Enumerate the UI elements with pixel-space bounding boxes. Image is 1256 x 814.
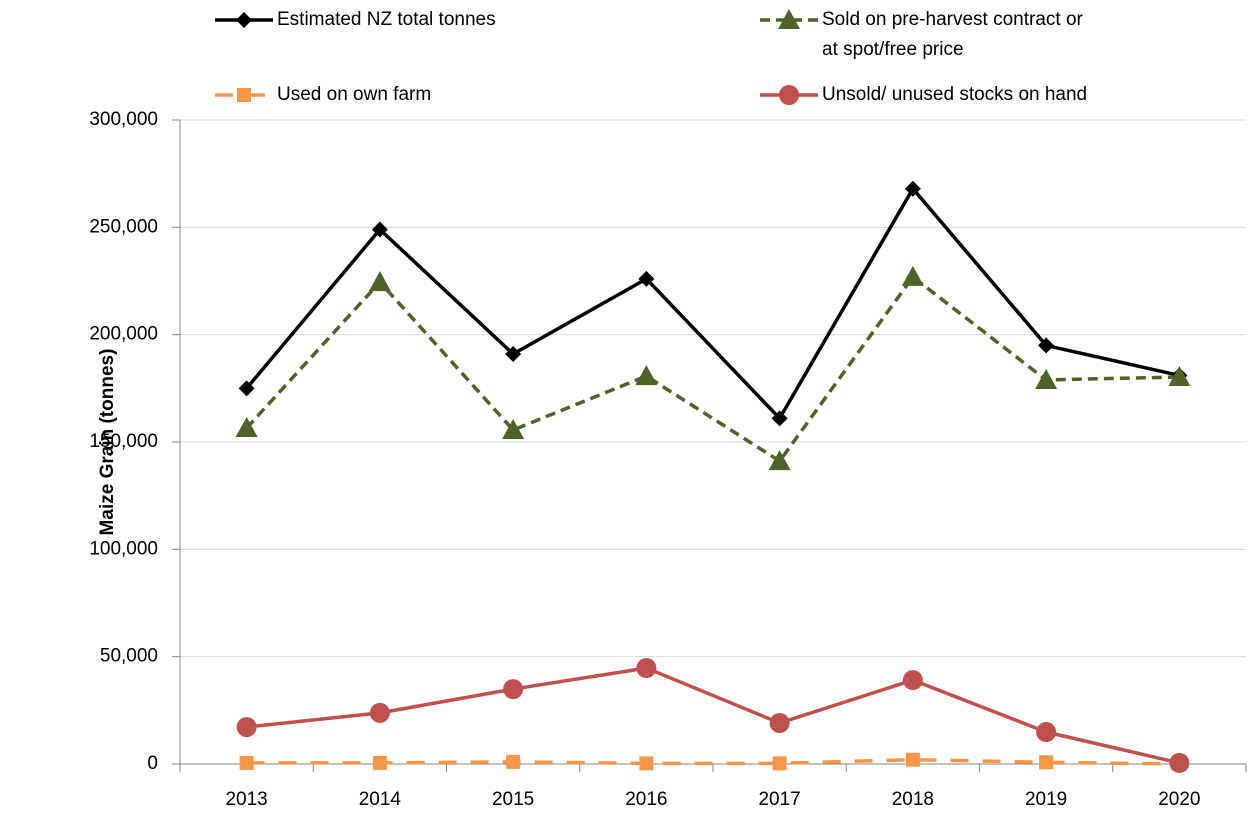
point [1036,722,1057,743]
x-tick-label: 2017 [758,789,800,810]
point [1039,755,1054,770]
point [636,658,657,679]
point [1035,368,1058,389]
point [1169,752,1190,773]
x-tick-label: 2014 [359,789,402,810]
series-line [245,274,1180,464]
point [768,450,791,471]
point [772,756,787,771]
legend-marker [236,12,252,28]
legend-label: Unsold/ unused stocks on hand [822,84,1088,105]
x-tick-label: 2020 [1158,789,1200,810]
point [235,417,258,438]
legend-marker [779,85,799,105]
point [238,380,255,397]
series-line [246,666,1180,765]
point [371,221,388,238]
point [506,754,521,769]
y-tick-label: 0 [147,753,158,774]
y-tick-label: 50,000 [100,646,158,667]
y-tick-label: 300,000 [89,109,158,130]
legend-label: Sold on pre-harvest contract or at spot/… [822,9,1083,60]
legend-label: Used on own farm [277,84,432,105]
x-tick-label: 2019 [1025,789,1067,810]
legend-label: Estimated NZ total tonnes [277,9,496,30]
point [1168,365,1191,386]
legend-marker [237,88,251,102]
point [369,702,390,723]
point [639,756,654,771]
point [372,755,387,770]
x-tick-label: 2015 [492,789,534,810]
y-tick-label: 250,000 [89,216,158,237]
y-tick-label: 100,000 [89,538,158,559]
point [905,752,920,767]
legend-marker [778,9,800,29]
point [502,418,525,439]
point [503,679,524,700]
point [904,180,921,197]
series-line [245,185,1180,422]
y-tick-label: 200,000 [89,324,158,345]
point [635,365,658,386]
point [505,345,522,362]
y-axis-label: Maize Grain (tonnes) [97,349,118,536]
point [771,410,788,427]
y-tick-label: 150,000 [89,431,158,452]
x-tick-label: 2018 [892,789,934,810]
x-tick-label: 2016 [625,789,667,810]
point [368,271,391,292]
point [239,755,254,770]
point [769,712,790,733]
point [638,270,655,287]
point [901,265,924,286]
point [236,717,257,738]
point [1038,337,1055,354]
series-line [246,757,1180,766]
point [902,670,923,691]
x-tick-label: 2013 [225,789,267,810]
